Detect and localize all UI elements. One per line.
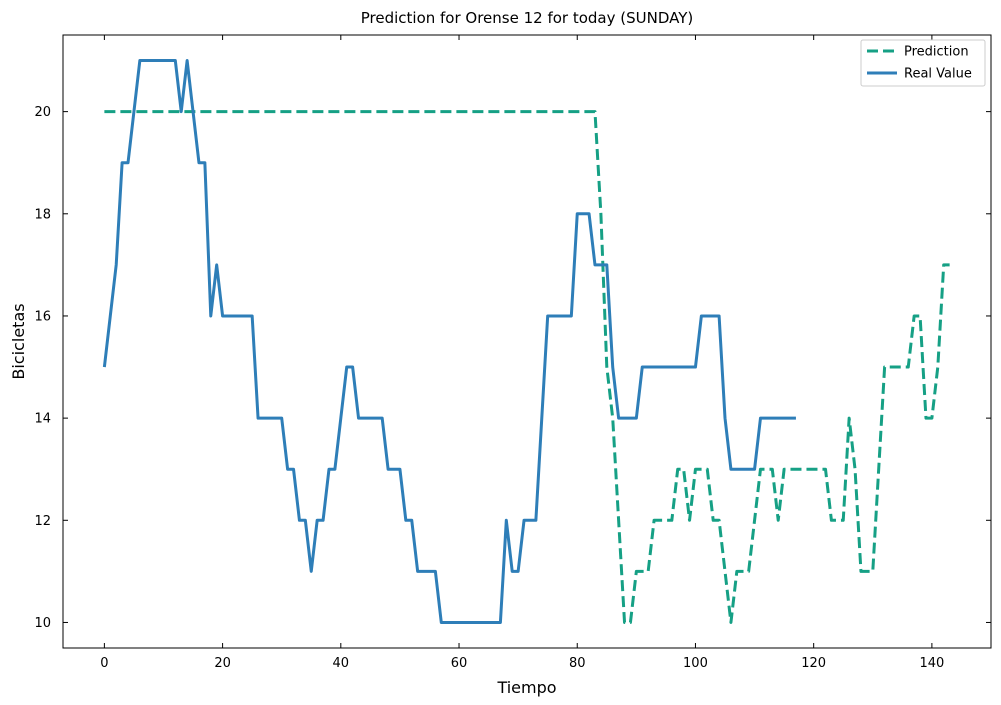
legend-label: Real Value bbox=[904, 67, 972, 82]
y-tick-label: 20 bbox=[34, 105, 51, 120]
series-line-real-value bbox=[102, 59, 796, 624]
x-tick-label: 100 bbox=[683, 656, 708, 671]
x-tick-label: 20 bbox=[214, 656, 231, 671]
x-tick-label: 140 bbox=[919, 656, 944, 671]
legend: Prediction Real Value bbox=[860, 39, 986, 87]
y-axis-label: Bicicletas bbox=[9, 303, 28, 379]
x-tick-label: 120 bbox=[801, 656, 826, 671]
y-tick-label: 18 bbox=[34, 207, 51, 222]
y-tick-label: 12 bbox=[34, 514, 51, 529]
series-layer bbox=[102, 59, 950, 624]
y-tick-label: 14 bbox=[34, 412, 51, 427]
x-tick-label: 60 bbox=[451, 656, 468, 671]
y-axis: 10 12 14 16 18 20 bbox=[34, 105, 991, 631]
plot-area bbox=[62, 34, 992, 649]
x-tick-label: 0 bbox=[100, 656, 108, 671]
x-tick-label: 40 bbox=[333, 656, 350, 671]
legend-label: Prediction bbox=[904, 45, 969, 60]
y-tick-label: 16 bbox=[34, 309, 51, 324]
x-tick-label: 80 bbox=[569, 656, 586, 671]
series-line-prediction bbox=[104, 110, 950, 624]
plot-frame bbox=[62, 34, 992, 649]
y-tick-label: 10 bbox=[34, 616, 51, 631]
x-axis-label: Tiempo bbox=[496, 678, 556, 697]
x-axis: 0 20 40 60 80 100 120 140 bbox=[100, 35, 944, 671]
chart-title: Prediction for Orense 12 for today (SUND… bbox=[361, 9, 694, 27]
